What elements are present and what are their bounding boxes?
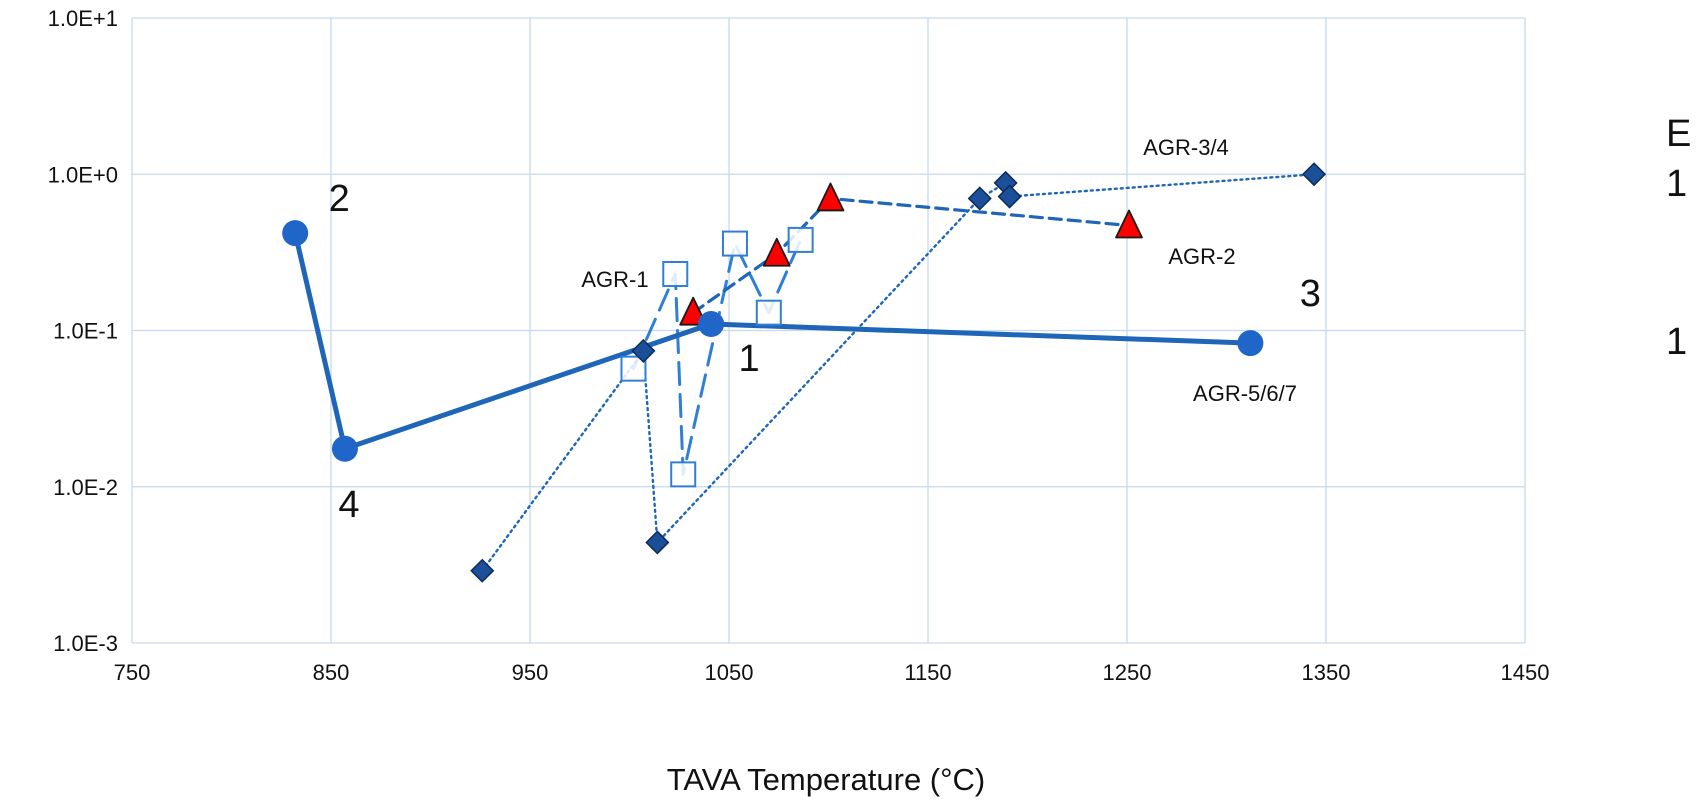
series-line-agr-5-6-7 bbox=[292, 230, 1253, 452]
marker-agr-2 bbox=[762, 237, 791, 267]
right-edge-text-3: 1 bbox=[1666, 321, 1687, 363]
y-tick-labels: 1.0E-3 1.0E-2 1.0E-1 1.0E+0 1.0E+1 bbox=[48, 6, 118, 656]
series-line-agr-3-4 bbox=[481, 173, 1316, 572]
x-tick-label: 950 bbox=[512, 660, 549, 685]
marker-agr-3-4 bbox=[645, 530, 670, 555]
x-tick-label: 1450 bbox=[1501, 660, 1550, 685]
marker-agr-2 bbox=[1115, 209, 1143, 239]
point-label: 2 bbox=[329, 178, 350, 220]
marker-agr-3-4 bbox=[631, 338, 656, 363]
point-label: 3 bbox=[1300, 273, 1321, 315]
series-label-agr-2: AGR-2 bbox=[1168, 244, 1235, 269]
point-labels: 2 4 1 3 bbox=[329, 178, 1321, 526]
right-edge-text-1: E bbox=[1666, 113, 1691, 155]
marker-agr-5-6-7 bbox=[1237, 330, 1264, 357]
x-tick-label: 850 bbox=[313, 660, 350, 685]
marker-agr-1 bbox=[755, 299, 782, 326]
series-label-agr-5-6-7: AGR-5/6/7 bbox=[1193, 381, 1297, 406]
x-tick-label: 1350 bbox=[1302, 660, 1351, 685]
x-tick-label: 1150 bbox=[904, 660, 951, 685]
y-tick-label: 1.0E+1 bbox=[48, 6, 118, 31]
series-markers bbox=[282, 162, 1327, 583]
series-line-agr-1 bbox=[632, 238, 803, 476]
x-tick-label: 1050 bbox=[705, 660, 754, 685]
marker-agr-1 bbox=[670, 461, 697, 488]
y-tick-label: 1.0E-2 bbox=[53, 475, 118, 500]
marker-agr-3-4 bbox=[470, 558, 495, 583]
series-label-agr-3-4: AGR-3/4 bbox=[1143, 135, 1229, 160]
x-tick-label: 1250 bbox=[1103, 660, 1152, 685]
marker-agr-2 bbox=[816, 182, 845, 212]
x-tick-label: 750 bbox=[114, 660, 151, 685]
marker-agr-3-4 bbox=[1301, 162, 1327, 187]
x-axis-title: TAVA Temperature (°C) bbox=[667, 762, 985, 797]
series-label-agr-1: AGR-1 bbox=[581, 267, 648, 292]
marker-agr-3-4 bbox=[967, 186, 992, 211]
marker-agr-3-4 bbox=[997, 184, 1022, 209]
y-tick-label: 1.0E+0 bbox=[48, 162, 118, 187]
marker-agr-5-6-7 bbox=[698, 311, 725, 338]
x-tick-labels: 750 850 950 1050 1150 1250 1350 1450 bbox=[114, 660, 1550, 685]
marker-agr-1 bbox=[721, 230, 748, 257]
marker-agr-5-6-7 bbox=[331, 435, 358, 462]
marker-agr-5-6-7 bbox=[282, 220, 309, 247]
series-line-agr-2 bbox=[691, 196, 1131, 315]
marker-agr-1 bbox=[662, 260, 689, 287]
marker-agr-1 bbox=[620, 355, 647, 382]
y-tick-label: 1.0E-3 bbox=[53, 631, 118, 656]
marker-agr-1 bbox=[787, 226, 814, 253]
y-tick-label: 1.0E-1 bbox=[53, 319, 118, 344]
point-label: 1 bbox=[739, 338, 760, 380]
point-label: 4 bbox=[338, 484, 359, 526]
right-edge-text-2: 1 bbox=[1666, 163, 1687, 205]
